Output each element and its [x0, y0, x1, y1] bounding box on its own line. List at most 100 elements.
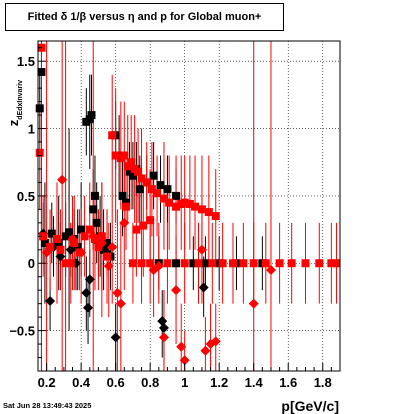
chart-title: Fitted δ 1/β versus η and p for Global m… [27, 11, 262, 23]
data-point-diamond [103, 260, 114, 271]
data-point-square [103, 239, 112, 248]
data-point-diamond [200, 345, 211, 356]
data-point-square [122, 202, 131, 211]
x-tick-label: 0.6 [107, 375, 125, 390]
data-point-diamond [158, 322, 169, 333]
x-tick-label: 0.2 [38, 375, 56, 390]
x-tick-label: 0.4 [72, 375, 91, 390]
data-point-diamond [112, 287, 123, 298]
data-point-square [120, 151, 129, 160]
data-point-square [125, 167, 134, 176]
data-point-diamond [84, 274, 95, 285]
data-point-square [146, 216, 155, 225]
tick-layer: 0.2 0.4 0.6 0.8 1 1.2 1.4 1.6 1.8 −0.5 0 0.5 1 1.5 [9, 47, 341, 390]
data-point-square [194, 259, 203, 268]
data-point-diamond [196, 244, 207, 255]
y-tick-label: 0 [28, 256, 35, 271]
data-point-square [89, 205, 98, 214]
y-tick-label: −0.5 [9, 324, 35, 339]
data-point-square [90, 191, 99, 200]
data-point-square [147, 185, 156, 194]
data-point-square [218, 259, 227, 268]
data-point-square [185, 199, 194, 208]
data-point-diamond [248, 298, 259, 309]
chart-title-box: Fitted δ 1/β versus η and p for Global m… [5, 3, 284, 31]
data-point-square [54, 239, 63, 248]
data-point-square [61, 232, 70, 241]
data-point-square [301, 259, 310, 268]
data-point-diamond [158, 332, 169, 343]
data-point-diamond [110, 332, 121, 343]
data-point-diamond [67, 234, 78, 244]
data-point-diamond [198, 282, 209, 293]
data-point-square [149, 171, 158, 180]
data-point-square [108, 131, 117, 140]
data-point-square [165, 198, 174, 207]
data-point-diamond [55, 251, 66, 262]
data-point-square [163, 259, 172, 268]
data-point-diamond [83, 302, 94, 313]
data-point-square [208, 259, 217, 268]
data-point-diamond [153, 260, 164, 271]
data-point-square [35, 104, 44, 113]
data-point-diamond [179, 355, 190, 366]
y-tick-label: 0.5 [17, 189, 35, 204]
data-point-diamond [115, 298, 126, 309]
data-point-diamond [65, 244, 76, 255]
data-point-square [37, 67, 46, 76]
x-tick-label: 1.8 [314, 375, 332, 390]
data-point-diamond [157, 316, 168, 327]
data-point-square [39, 232, 48, 241]
data-point-square [137, 259, 146, 268]
data-point-square [180, 259, 189, 268]
data-point-square [65, 228, 74, 237]
data-point-square [111, 151, 120, 160]
data-point-square [211, 212, 220, 221]
y-axis-label-subscript: dEdxInvariv [17, 80, 24, 120]
data-point-diamond [88, 231, 99, 242]
data-point-diamond [210, 336, 221, 347]
data-point-square [92, 218, 101, 227]
data-point-square [159, 194, 168, 203]
data-point-diamond [176, 341, 187, 352]
data-point-square [46, 243, 55, 252]
data-point-square [239, 259, 248, 268]
data-point-square [118, 191, 127, 200]
data-point-square [172, 202, 181, 211]
data-point-square [249, 259, 258, 268]
data-point-square [135, 185, 144, 194]
data-point-square [153, 189, 162, 198]
data-point-square [327, 259, 336, 268]
data-point-square [122, 198, 131, 207]
data-point-diamond [265, 264, 276, 275]
data-point-square [85, 225, 94, 234]
data-point-square [73, 243, 82, 252]
data-point-square [103, 252, 112, 261]
data-point-square [139, 221, 148, 230]
data-point-diamond [171, 285, 182, 296]
data-point-square [315, 259, 324, 268]
data-point-square [142, 178, 151, 187]
plot-frame [37, 40, 341, 372]
data-point-diamond [96, 238, 107, 249]
data-point-square [180, 198, 189, 207]
data-point-square [275, 259, 284, 268]
data-point-square [52, 235, 61, 243]
x-tick-label: 0.8 [141, 375, 159, 390]
data-point-square [287, 259, 296, 268]
y-tick-label: 1 [28, 122, 35, 137]
data-point-square [80, 232, 89, 241]
y-axis-label: zdEdxInvariv [6, 80, 24, 126]
data-point-square [204, 208, 213, 217]
data-point-square [85, 115, 94, 124]
y-tick-label: 1.5 [17, 54, 35, 69]
data-point-square [94, 243, 103, 252]
timestamp: Sat Jun 28 13:49:43 2025 [3, 401, 92, 410]
data-point-diamond [76, 247, 87, 258]
data-point-diamond [107, 242, 118, 253]
data-point-square [35, 148, 44, 157]
data-point-square [61, 259, 70, 268]
data-point-square [127, 158, 136, 167]
